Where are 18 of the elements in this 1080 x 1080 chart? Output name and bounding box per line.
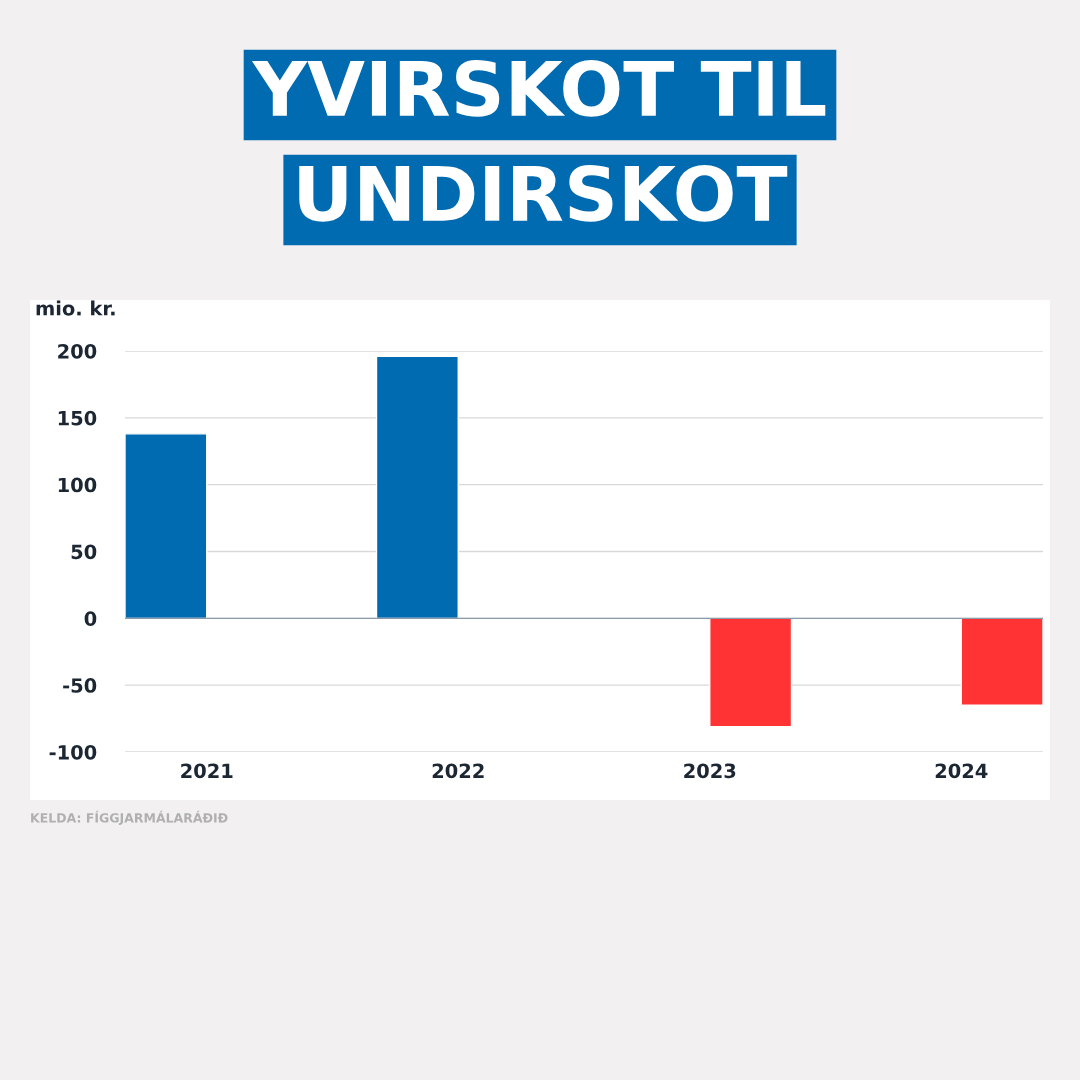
y-tick-label: -50: [63, 678, 97, 693]
chart-title: YVIRSKOT TIL UNDIRSKOT: [251, 60, 826, 222]
bar: [125, 433, 208, 620]
y-tick-label: 150: [58, 410, 97, 426]
bar: [375, 355, 459, 620]
y-tick-label: 0: [84, 611, 97, 626]
y-tick-label: 50: [71, 544, 97, 560]
y-tick-label: 200: [58, 343, 97, 359]
x-tick-label: 2022: [432, 763, 484, 779]
y-axis-title: mio. kr.: [36, 300, 115, 316]
y-tick-label: 100: [58, 477, 97, 493]
x-tick-label: 2024: [935, 763, 988, 779]
bar: [709, 617, 793, 728]
text: KELDA: FÍGGJARMÁLARÁÐIÐ: [31, 810, 228, 825]
x-tick-label: 2023: [684, 763, 736, 779]
bar: [960, 617, 1043, 706]
x-tick-label: 2021: [181, 763, 233, 779]
y-tick-label: -100: [49, 744, 97, 760]
